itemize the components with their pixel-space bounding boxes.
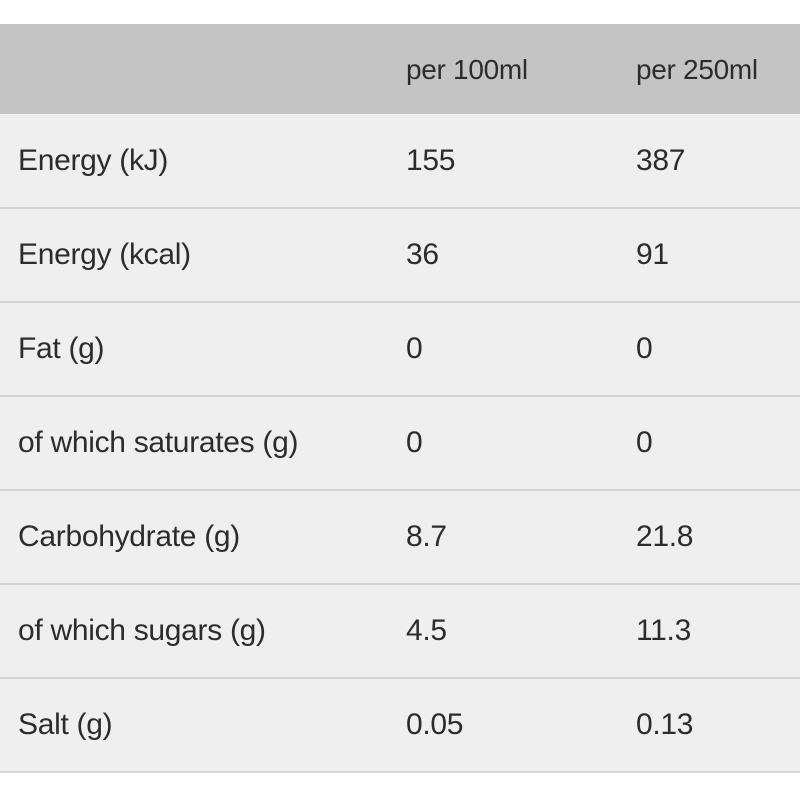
row-label: Fat (g) [18, 332, 105, 365]
table-row: Fat (g) 0 0 [0, 302, 800, 396]
row-label: of which sugars (g) [18, 614, 266, 647]
row-value-per-250ml: 21.8 [636, 520, 694, 553]
row-label: Carbohydrate (g) [18, 520, 240, 553]
row-value-per-250ml: 387 [636, 143, 686, 177]
row-value-per-100ml: 0 [406, 332, 423, 365]
row-value-per-100ml: 0 [406, 426, 423, 459]
header-cell-per-250ml: per 250ml [636, 54, 758, 85]
row-label: Energy (kcal) [18, 238, 191, 271]
table-row: Salt (g) 0.05 0.13 [0, 678, 800, 772]
table-row: Energy (kcal) 36 91 [0, 208, 800, 302]
table-body: Energy (kJ) 155 387 Energy (kcal) 36 91 … [0, 114, 800, 772]
row-value-per-250ml: 91 [636, 238, 669, 271]
row-value-per-100ml: 36 [406, 238, 439, 271]
row-label: Energy (kJ) [18, 143, 169, 177]
header-cell-per-100ml: per 100ml [406, 54, 528, 85]
table-row: of which sugars (g) 4.5 11.3 [0, 584, 800, 678]
row-label: Salt (g) [18, 708, 113, 741]
row-value-per-250ml: 0 [636, 426, 653, 459]
row-value-per-250ml: 11.3 [636, 614, 691, 647]
table-row: of which saturates (g) 0 0 [0, 396, 800, 490]
row-value-per-100ml: 0.05 [406, 708, 464, 741]
row-label: of which saturates (g) [18, 426, 299, 459]
row-value-per-100ml: 4.5 [406, 614, 447, 647]
table-row: Carbohydrate (g) 8.7 21.8 [0, 490, 800, 584]
header-row: per 100ml per 250ml [0, 24, 800, 114]
nutrition-table: per 100ml per 250ml Energy (kJ) 155 387 … [0, 24, 800, 773]
table-header: per 100ml per 250ml [0, 24, 800, 114]
row-value-per-250ml: 0.13 [636, 708, 694, 741]
row-value-per-100ml: 155 [406, 143, 456, 177]
row-value-per-250ml: 0 [636, 332, 653, 365]
table-row: Energy (kJ) 155 387 [0, 114, 800, 208]
row-value-per-100ml: 8.7 [406, 520, 447, 553]
header-cell-label [0, 24, 406, 114]
